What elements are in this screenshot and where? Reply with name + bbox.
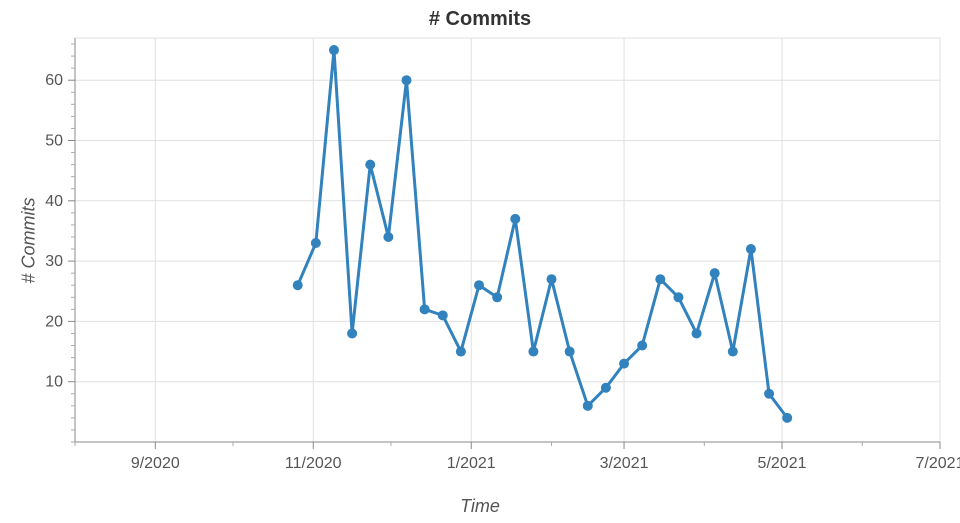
x-tick-label: 9/2020 xyxy=(131,455,180,472)
y-tick-label: 10 xyxy=(45,374,63,391)
data-point xyxy=(293,280,303,290)
data-point xyxy=(329,45,339,55)
data-point xyxy=(764,389,774,399)
chart-svg: 10 20 30 40 50 60 9/2020 11/2020 1/2021 3/2021 5/2… xyxy=(0,0,960,523)
data-point xyxy=(782,413,792,423)
data-point xyxy=(692,328,702,338)
data-point xyxy=(583,401,593,411)
y-tick-label: 20 xyxy=(45,313,63,330)
x-tick-label: 7/2021 xyxy=(916,455,960,472)
data-point xyxy=(673,292,683,302)
data-point xyxy=(474,280,484,290)
data-point xyxy=(619,359,629,369)
data-point xyxy=(746,244,756,254)
data-point xyxy=(365,160,375,170)
x-tick-label: 3/2021 xyxy=(600,455,649,472)
data-point xyxy=(547,274,557,284)
data-point xyxy=(311,238,321,248)
data-point xyxy=(438,310,448,320)
data-point xyxy=(510,214,520,224)
data-point xyxy=(655,274,665,284)
data-point xyxy=(420,304,430,314)
data-point xyxy=(637,341,647,351)
x-tick-label: 11/2020 xyxy=(285,455,342,472)
data-point xyxy=(492,292,502,302)
data-point xyxy=(565,347,575,357)
y-tick-label: 40 xyxy=(45,193,63,210)
y-tick-label: 50 xyxy=(45,133,63,150)
data-point xyxy=(601,383,611,393)
data-point xyxy=(728,347,738,357)
data-point xyxy=(528,347,538,357)
data-point xyxy=(710,268,720,278)
data-point xyxy=(383,232,393,242)
x-tick-label: 5/2021 xyxy=(758,455,807,472)
data-point xyxy=(456,347,466,357)
data-point xyxy=(347,328,357,338)
data-point xyxy=(402,75,412,85)
x-tick-label: 1/2021 xyxy=(447,455,496,472)
y-tick-label: 30 xyxy=(45,253,63,270)
y-tick-label: 60 xyxy=(45,72,63,89)
commits-chart: # Commits # Commits Time 1020304050609/2… xyxy=(0,0,960,523)
